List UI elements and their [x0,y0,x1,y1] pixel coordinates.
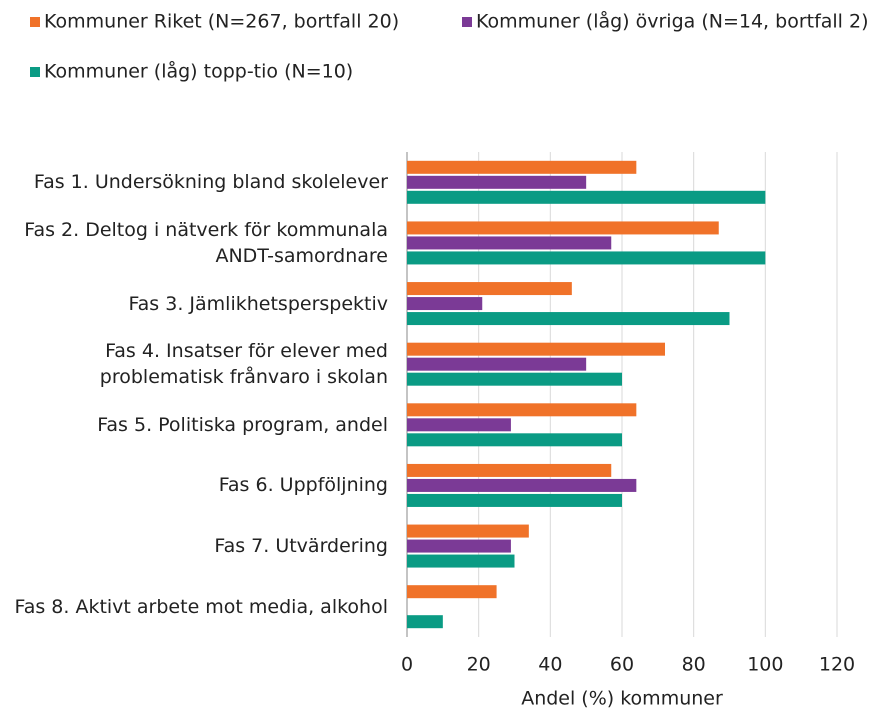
bar [407,463,612,477]
x-axis-title: Andel (%) kommuner [521,688,723,710]
bar [407,478,637,492]
bar [407,160,637,174]
legend-swatch [30,17,40,27]
y-tick-label: Fas 5. Politiska program, andel [97,413,388,436]
bar [407,342,665,356]
bar [407,175,587,189]
bar [407,433,622,447]
bar [407,372,622,386]
x-tick-label: 80 [682,654,706,676]
bar [407,190,766,204]
bar [407,403,637,417]
bar [407,282,572,296]
y-tick-label: Fas 3. Jämlikhetsperspektiv [128,292,388,315]
bar [407,554,515,568]
bar [407,312,730,326]
legend-label: Kommuner (låg) övriga (N=14, bortfall 2) [476,10,869,33]
x-tick-label: 120 [819,654,855,676]
bar [407,251,766,265]
bar [407,615,443,629]
y-tick-label: Fas 2. Deltog i nätverk för kommunala AN… [24,218,388,267]
x-tick-label: 20 [467,654,491,676]
y-tick-label: Fas 6. Uppföljning [218,474,388,497]
legend-swatch [30,67,40,77]
y-tick-label: Fas 8. Aktivt arbete mot media, alkohol [14,595,388,618]
y-tick-label: Fas 1. Undersökning bland skolelever [33,171,388,194]
bar [407,524,529,538]
x-tick-label: 60 [610,654,634,676]
x-tick-label: 100 [747,654,783,676]
bar [407,357,587,371]
bar [407,221,719,235]
x-tick-label: 0 [401,654,413,676]
bar [407,236,612,250]
y-tick-label: Fas 7. Utvärdering [214,535,388,558]
bar [407,418,511,432]
x-tick-label: 40 [538,654,562,676]
bar [407,585,497,599]
bar [407,297,483,311]
legend-label: Kommuner Riket (N=267, bortfall 20) [44,11,399,33]
bar [407,493,622,507]
legend-swatch [462,17,472,27]
bar [407,539,511,553]
legend-label: Kommuner (låg) topp-tio (N=10) [44,60,353,83]
y-tick-label: Fas 4. Insatser för elever med problemat… [99,340,388,389]
